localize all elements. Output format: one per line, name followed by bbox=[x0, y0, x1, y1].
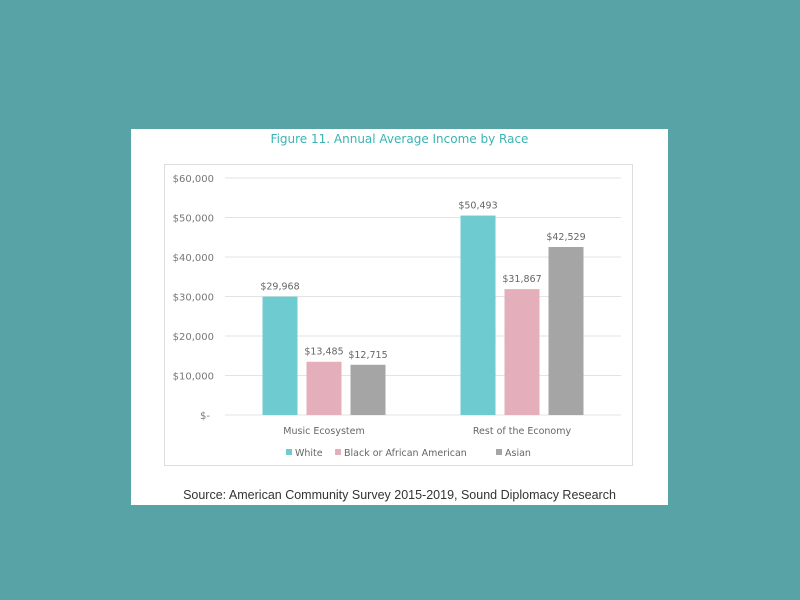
bar-white bbox=[262, 296, 298, 415]
chart-area bbox=[164, 164, 633, 466]
y-tick-label: $10,000 bbox=[173, 372, 214, 383]
data-label: $50,493 bbox=[458, 201, 497, 212]
data-label: $13,485 bbox=[304, 347, 343, 358]
data-label: $29,968 bbox=[260, 282, 299, 293]
data-label: $42,529 bbox=[546, 232, 585, 243]
legend-swatch bbox=[496, 449, 502, 455]
source-note: Source: American Community Survey 2015-2… bbox=[183, 488, 616, 502]
x-tick-label: Rest of the Economy bbox=[473, 426, 572, 437]
y-tick-label: $30,000 bbox=[173, 293, 214, 304]
bar-black-or-african-american bbox=[504, 289, 540, 415]
x-tick-label: Music Ecosystem bbox=[283, 426, 364, 437]
legend-item: Black or African American bbox=[344, 448, 467, 459]
data-label: $12,715 bbox=[348, 350, 387, 361]
y-tick-label: $60,000 bbox=[173, 174, 214, 185]
bar-white bbox=[460, 215, 496, 415]
chart-title: Figure 11. Annual Average Income by Race bbox=[270, 132, 529, 146]
legend-swatch bbox=[335, 449, 341, 455]
legend-item: Asian bbox=[505, 448, 531, 459]
y-tick-label: $40,000 bbox=[173, 253, 214, 264]
y-tick-label: $50,000 bbox=[173, 214, 214, 225]
y-tick-label: $- bbox=[200, 411, 210, 422]
legend-item: White bbox=[295, 448, 323, 459]
y-tick-label: $20,000 bbox=[173, 332, 214, 343]
legend-swatch bbox=[286, 449, 292, 455]
bar-asian bbox=[350, 364, 386, 415]
data-label: $31,867 bbox=[502, 274, 541, 285]
bar-black-or-african-american bbox=[306, 361, 342, 415]
bar-asian bbox=[548, 247, 584, 415]
